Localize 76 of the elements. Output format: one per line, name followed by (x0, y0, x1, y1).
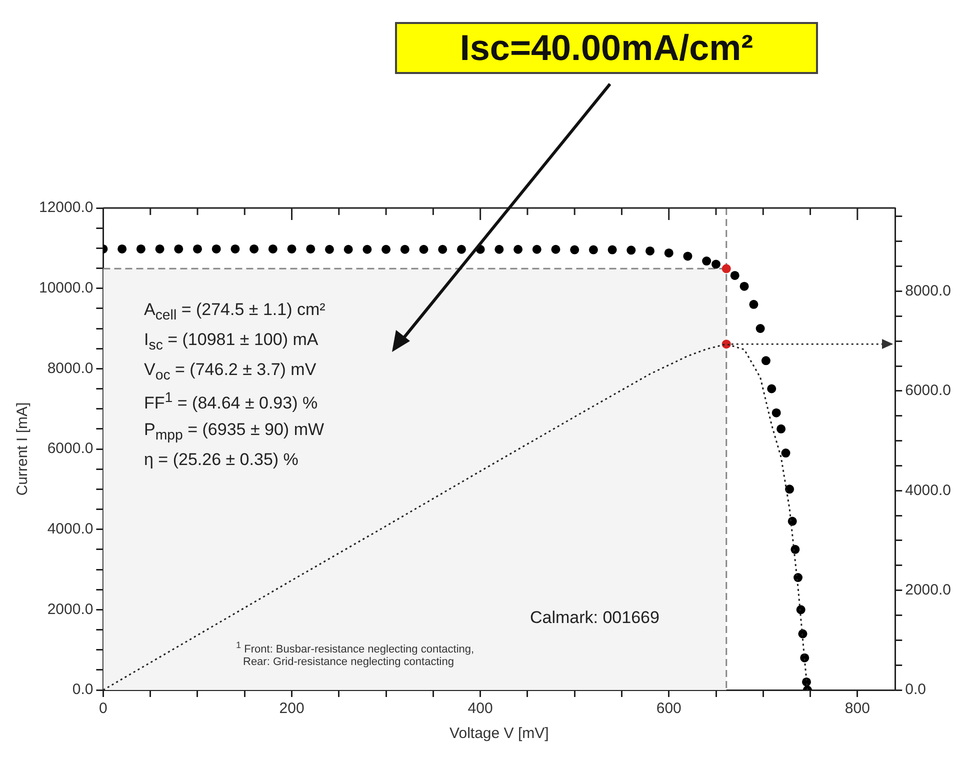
point (749, 300, 758, 309)
point (781, 448, 790, 458)
annotation: Calmark: 001669 (530, 608, 660, 628)
point (268, 244, 278, 254)
x-tick-label: 800 (844, 700, 870, 718)
x-tick-label: 0 (99, 700, 108, 718)
annotation: P$_{mpp}$ = (6935 ± 90) mW (144, 420, 324, 444)
point (250, 244, 259, 254)
point (626, 246, 636, 255)
point (683, 252, 692, 261)
point (306, 244, 316, 254)
point (722, 264, 731, 274)
annotation: $^{1}$ Front: Busbar-resistance neglecting contacting, (236, 640, 474, 656)
y-tick-label: 2000.0 (47, 600, 94, 618)
point (362, 244, 372, 254)
x-tick-label: 200 (279, 700, 304, 718)
point (570, 245, 580, 254)
annotation: A$_{cell}$ = (274.5 ± 1.1) cm² (144, 300, 326, 324)
y2-tick-label: 8000.0 (905, 282, 952, 300)
point (324, 244, 334, 254)
point (551, 244, 560, 254)
annotation: V$_{oc}$ = (746.2 ± 3.7) mV (144, 360, 316, 384)
annotation: Rear: Grid-resistance neglecting contacting (243, 656, 454, 668)
point (776, 424, 786, 434)
point (740, 282, 749, 291)
point (702, 256, 712, 266)
point (400, 244, 410, 254)
point (796, 605, 806, 614)
y-tick-label: 6000.0 (47, 440, 94, 458)
text: Isc=40.00mA/cm² (395, 22, 818, 74)
y-axis-title: Current I [mA] (14, 402, 32, 496)
point (785, 484, 794, 494)
x-tick-label: 600 (656, 700, 682, 718)
point (756, 324, 765, 333)
point (664, 248, 674, 258)
point (608, 245, 617, 254)
point (212, 244, 221, 254)
y2-tick-label: 6000.0 (905, 382, 952, 400)
y-tick-label: 4000.0 (47, 520, 94, 538)
point (382, 244, 391, 254)
point (174, 244, 184, 254)
point (730, 270, 740, 280)
point (794, 573, 803, 582)
annotation: I$_{sc}$ = (10981 ± 100) mA (144, 330, 318, 354)
point (588, 245, 598, 254)
annotation: η = (25.26 ± 0.35) % (144, 450, 298, 470)
y2-tick-label: 2000.0 (905, 581, 952, 598)
y-tick-label: 12000.0 (38, 199, 94, 216)
point (230, 244, 240, 254)
point (646, 246, 655, 256)
point (494, 244, 504, 254)
point (712, 260, 720, 269)
point (761, 356, 770, 366)
point (456, 244, 466, 254)
y2-tick-label: 0.0 (905, 681, 926, 698)
annotation: FF$^{1}$ = (84.64 ± 0.93) % (144, 390, 318, 414)
point (772, 408, 781, 418)
y2-tick-label: 4000.0 (905, 482, 952, 499)
point (419, 244, 428, 254)
point (118, 244, 127, 254)
point (790, 544, 800, 554)
x-axis-title: Voltage V [mV] (450, 725, 549, 742)
point (136, 244, 146, 254)
y-tick-label: 0.0 (72, 681, 94, 698)
point (344, 244, 353, 254)
point (287, 244, 296, 254)
x-tick-label: 400 (468, 700, 493, 718)
point (192, 244, 202, 254)
point (788, 516, 797, 526)
point (155, 244, 164, 254)
point (532, 244, 542, 254)
point (514, 244, 523, 254)
point (767, 384, 776, 394)
y-tick-label: 8000.0 (47, 360, 94, 377)
y-tick-label: 10000.0 (38, 279, 94, 296)
point (438, 244, 448, 254)
